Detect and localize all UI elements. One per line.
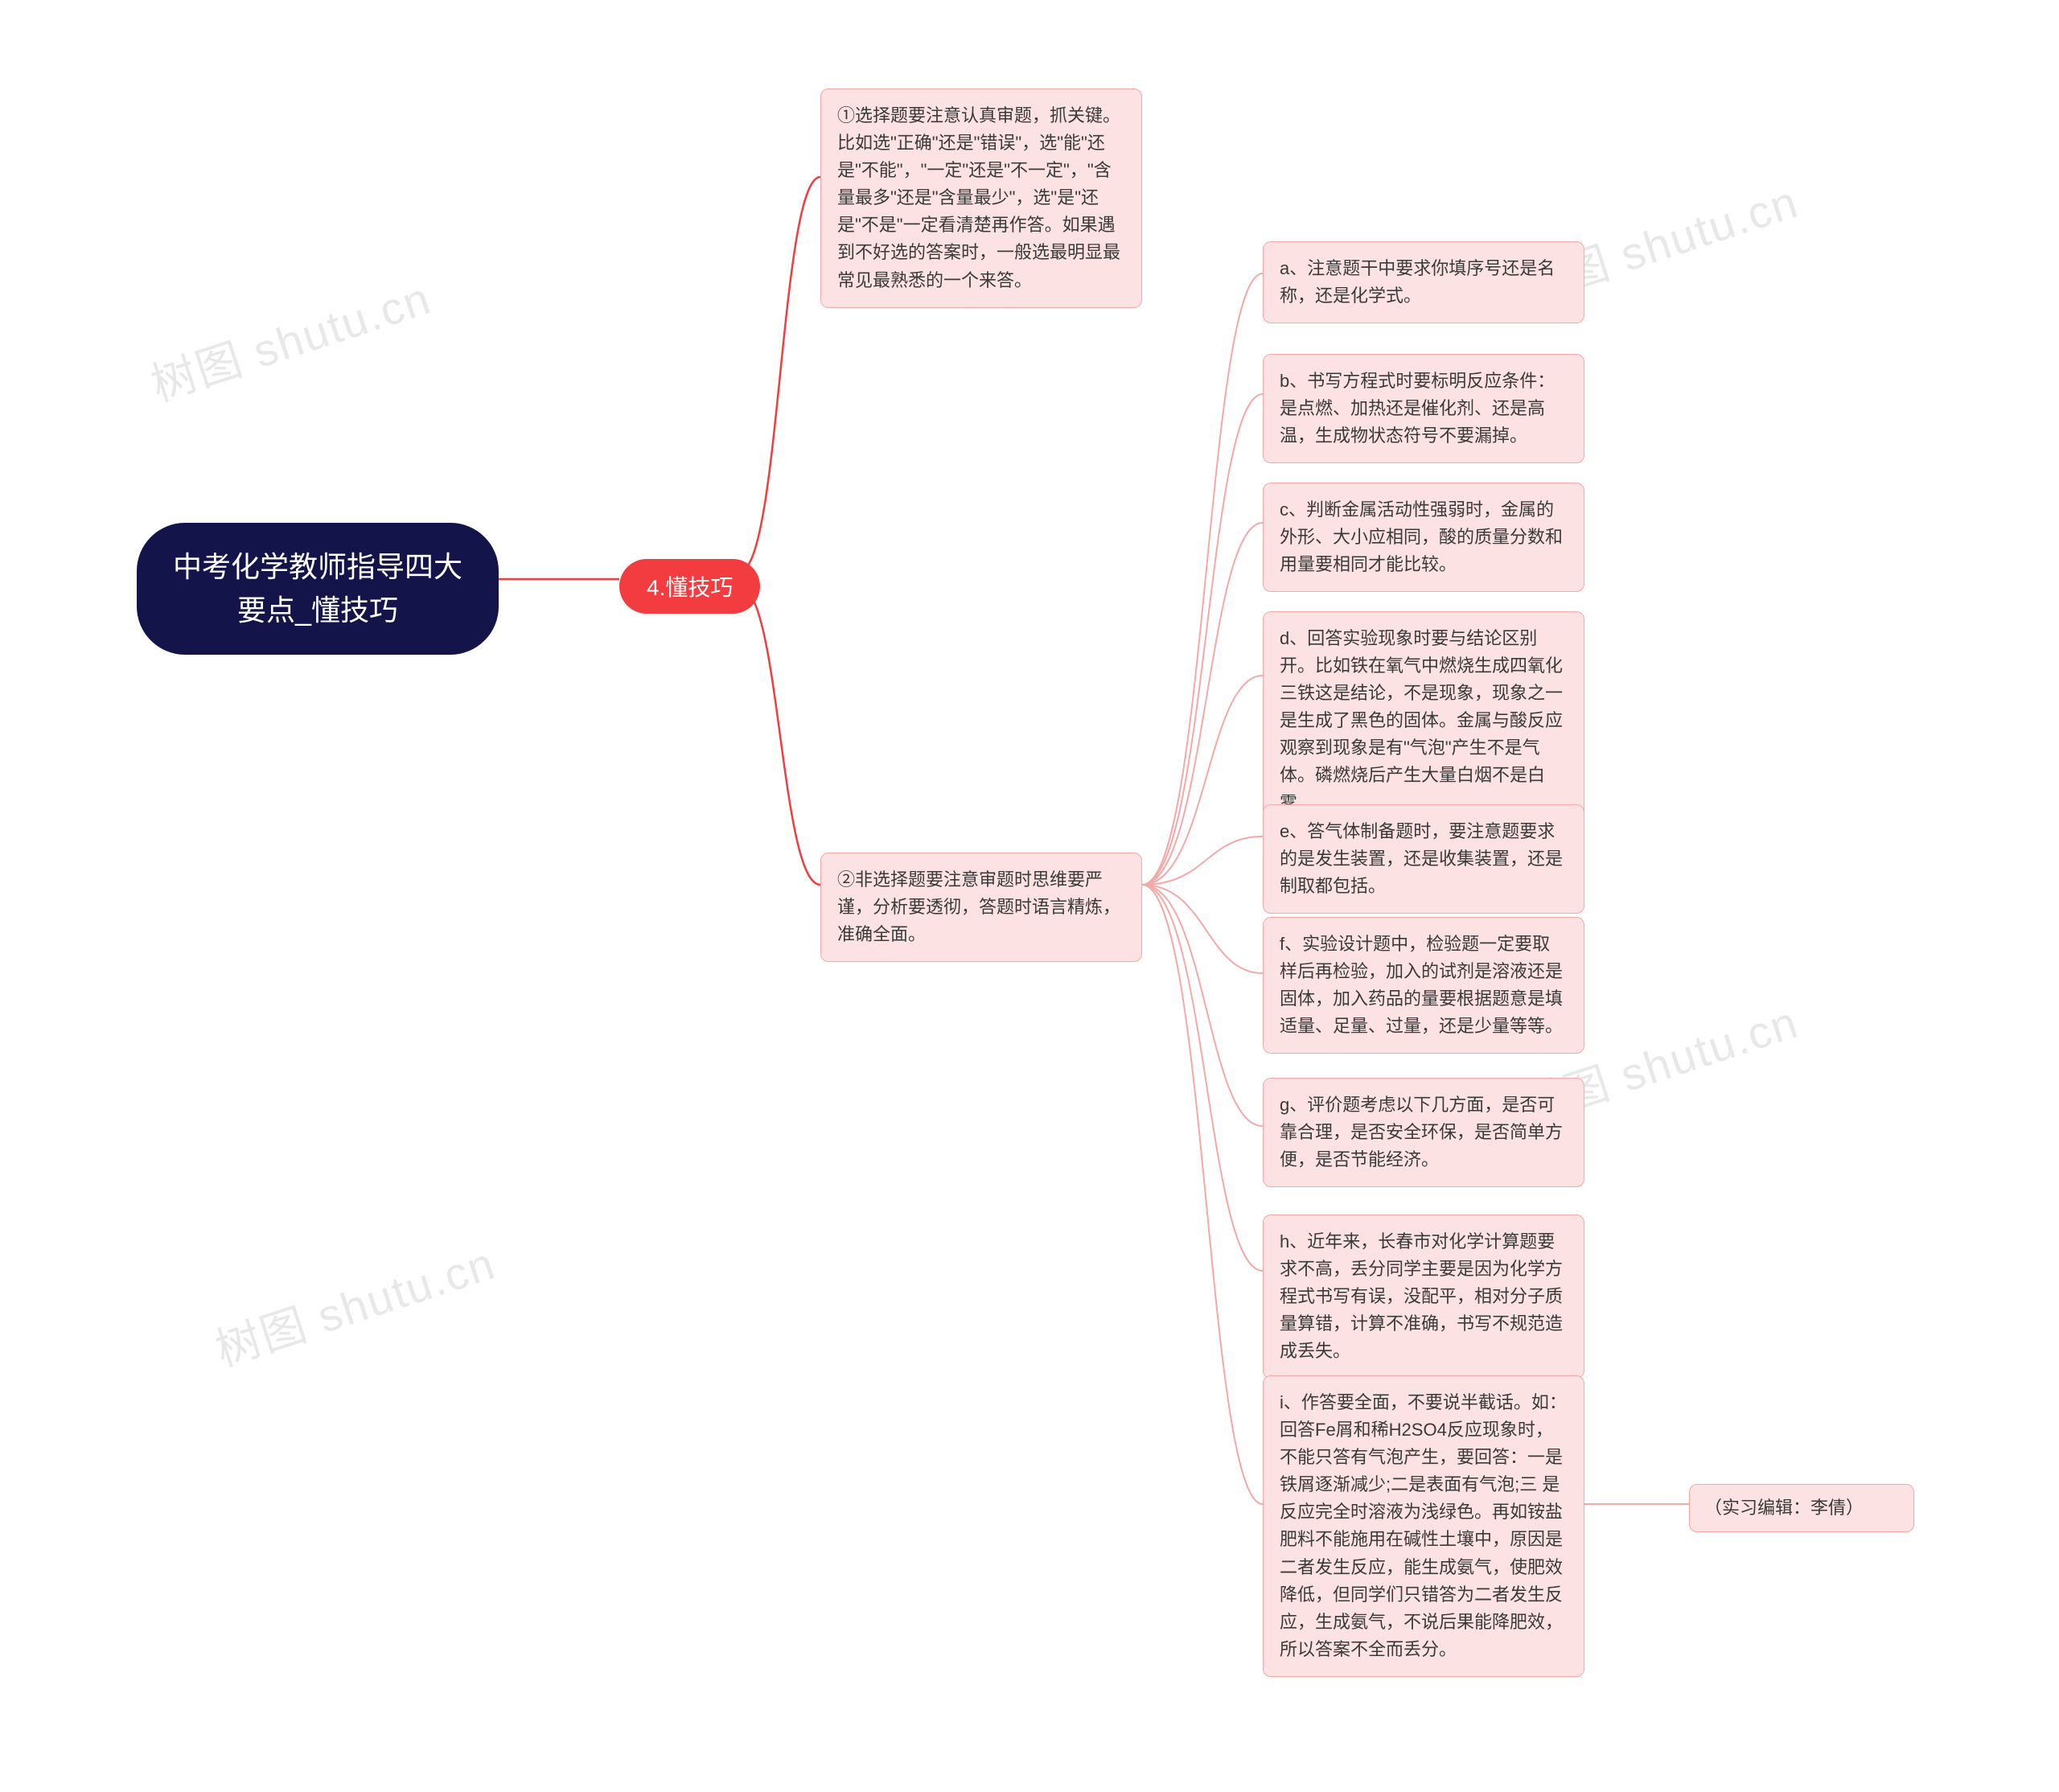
leaf-f: f、实验设计题中，检验题一定要取样后再检验，加入的试剂是溶液还是固体，加入药品的…	[1263, 917, 1584, 1054]
leaf-d: d、回答实验现象时要与结论区别开。比如铁在氧气中燃烧生成四氧化三铁这是结论，不是…	[1263, 611, 1584, 831]
leaf-c: c、判断金属活动性强弱时，金属的外形、大小应相同，酸的质量分数和用量要相同才能比…	[1263, 483, 1584, 592]
mindmap-canvas: 树图 shutu.cn 树图 shutu.cn 树图 shutu.cn 树图 s…	[0, 0, 2059, 1792]
leaf-h: h、近年来，长春市对化学计算题要求不高，丢分同学主要是因为化学方程式书写有误，没…	[1263, 1215, 1584, 1379]
leaf-tail: （实习编辑：李倩）	[1689, 1484, 1914, 1532]
root-node: 中考化学教师指导四大要点_懂技巧	[137, 523, 499, 655]
leaf-branch2: ②非选择题要注意审题时思维要严谨，分析要透彻，答题时语言精炼，准确全面。	[820, 853, 1142, 962]
leaf-a: a、注意题干中要求你填序号还是名称，还是化学式。	[1263, 241, 1584, 323]
leaf-g: g、评价题考虑以下几方面，是否可靠合理，是否安全环保，是否简单方便，是否节能经济…	[1263, 1078, 1584, 1187]
watermark: 树图 shutu.cn	[142, 262, 438, 414]
leaf-i: i、作答要全面，不要说半截话。如：回答Fe屑和稀H2SO4反应现象时，不能只答有…	[1263, 1375, 1584, 1677]
watermark: 树图 shutu.cn	[206, 1227, 503, 1379]
leaf-branch1: ①选择题要注意认真审题，抓关键。比如选"正确"还是"错误"，选"能"还是"不能"…	[820, 88, 1142, 308]
level1-node: 4.懂技巧	[619, 559, 760, 614]
leaf-b: b、书写方程式时要标明反应条件：是点燃、加热还是催化剂、还是高温，生成物状态符号…	[1263, 354, 1584, 463]
leaf-e: e、答气体制备题时，要注意题要求的是发生装置，还是收集装置，还是制取都包括。	[1263, 804, 1584, 914]
